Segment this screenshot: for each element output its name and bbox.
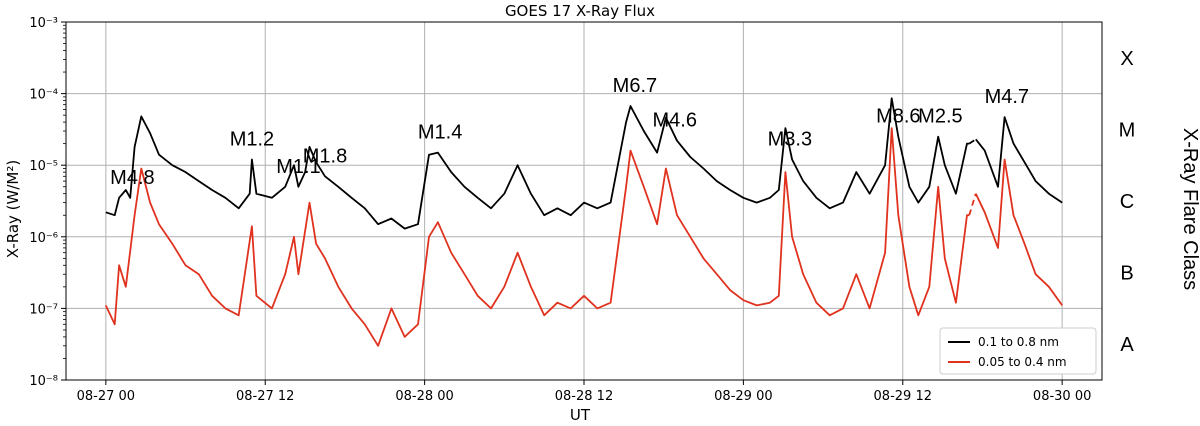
series-gap-1	[968, 138, 977, 145]
y-tick-label: 10⁻⁴	[29, 88, 58, 103]
flare-class-label: C	[1120, 191, 1134, 213]
grid	[66, 21, 1102, 381]
axis-ticks: 08-27 00 08-27 12 08-28 00 08-28 12 08-29 00…	[29, 16, 1091, 404]
flare-label: M1.8	[303, 145, 347, 167]
series-line-2-after-gap	[974, 158, 1063, 306]
legend-box	[939, 327, 1097, 375]
series-line-1	[105, 97, 970, 230]
legend-label: 0.05 to 0.4 nm	[978, 355, 1067, 369]
series-line-2	[104, 127, 970, 347]
flare-label: M6.7	[613, 75, 657, 97]
x-tick-label: 08-29 00	[714, 389, 772, 404]
flare-class-label: X	[1120, 48, 1133, 70]
flare-label: M2.5	[918, 106, 962, 128]
x-tick-label: 08-28 00	[395, 389, 453, 404]
flare-label: M4.8	[110, 167, 154, 189]
flare-class-label: M	[1119, 119, 1136, 141]
flare-class-label: B	[1120, 263, 1133, 285]
flare-label: M4.6	[653, 110, 697, 132]
series-layer	[104, 97, 1063, 347]
x-tick-label: 08-27 12	[236, 389, 294, 404]
x-tick-label: 08-28 12	[555, 389, 613, 404]
x-tick-label: 08-30 00	[1033, 389, 1091, 404]
legend-label: 0.1 to 0.8 nm	[978, 335, 1059, 349]
y-tick-label: 10⁻⁶	[29, 231, 58, 246]
flare-class-label: A	[1120, 334, 1134, 356]
y-tick-label: 10⁻³	[29, 16, 58, 31]
series-line-1-after-gap	[975, 116, 1063, 204]
series-gap-2	[968, 193, 977, 216]
y-tick-label: 10⁻⁷	[29, 302, 58, 317]
flare-class-axis-title: X-Ray Flare Class	[1179, 128, 1200, 290]
flare-class-axis: X M C B A	[1119, 48, 1136, 356]
flare-label: M1.2	[230, 129, 274, 151]
x-tick-label: 08-27 00	[77, 389, 135, 404]
flare-label: M8.6	[876, 106, 920, 128]
y-tick-label: 10⁻⁵	[29, 159, 58, 174]
chart-title: GOES 17 X-Ray Flux	[505, 2, 655, 20]
flare-label: M3.3	[768, 129, 812, 151]
y-axis-title: X-Ray (W/M²)	[4, 160, 22, 258]
x-axis-title: UT	[570, 406, 591, 424]
x-tick-label: 08-29 12	[874, 389, 932, 404]
flare-annotations: M4.8 M1.2M1.1M1.8 M1.4 M6.7 M4.6 M3.3 M8.6M2.5…	[110, 75, 1029, 189]
y-tick-label: 10⁻⁸	[29, 374, 58, 389]
legend: 0.1 to 0.8 nm 0.05 to 0.4 nm	[939, 327, 1097, 375]
flare-label: M1.1	[276, 156, 320, 178]
flare-label: M1.4	[418, 122, 462, 144]
flare-label: M4.7	[985, 86, 1029, 108]
